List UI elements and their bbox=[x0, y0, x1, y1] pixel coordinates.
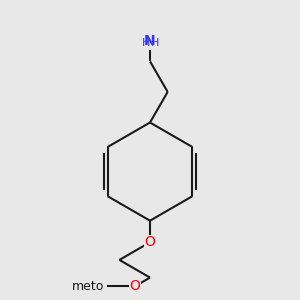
Text: N: N bbox=[144, 34, 156, 48]
Text: H: H bbox=[142, 38, 150, 48]
Text: meto: meto bbox=[72, 280, 104, 293]
Text: O: O bbox=[129, 279, 140, 293]
Text: O: O bbox=[145, 235, 155, 249]
Text: H: H bbox=[151, 38, 159, 48]
